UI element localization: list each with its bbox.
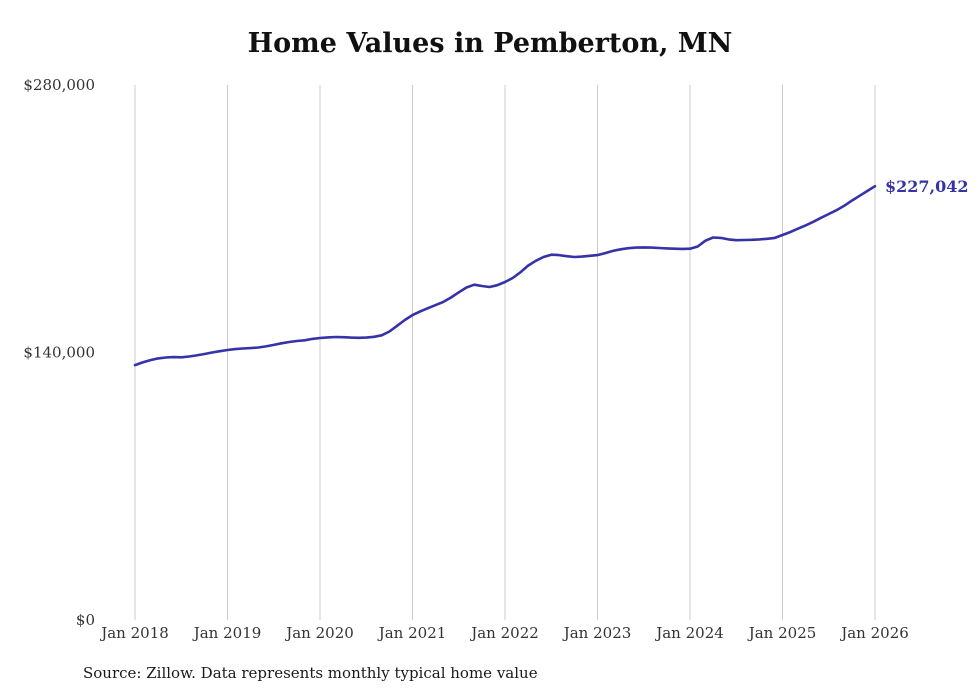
x-axis-tick-label: Jan 2018 <box>99 624 169 642</box>
home-value-line <box>133 184 877 367</box>
y-axis-tick-label: $140,000 <box>23 344 95 362</box>
chart-title: Home Values in Pemberton, MN <box>247 28 733 59</box>
x-axis-tick-label: Jan 2025 <box>747 624 817 642</box>
latest-value-label: $227,042 <box>885 177 969 196</box>
x-axis-tick-label: Jan 2026 <box>839 624 909 642</box>
x-axis-tick-label: Jan 2021 <box>377 624 447 642</box>
x-axis-tick-label: Jan 2019 <box>192 624 262 642</box>
y-axis-tick-label: $0 <box>76 611 95 629</box>
x-axis-tick-label: Jan 2020 <box>284 624 354 642</box>
y-axis-tick-label: $280,000 <box>23 76 95 94</box>
x-axis-tick-label: Jan 2024 <box>654 624 724 642</box>
x-axis-tick-label: Jan 2023 <box>562 624 632 642</box>
source-note: Source: Zillow. Data represents monthly … <box>83 664 538 682</box>
x-axis-tick-label: Jan 2022 <box>469 624 539 642</box>
